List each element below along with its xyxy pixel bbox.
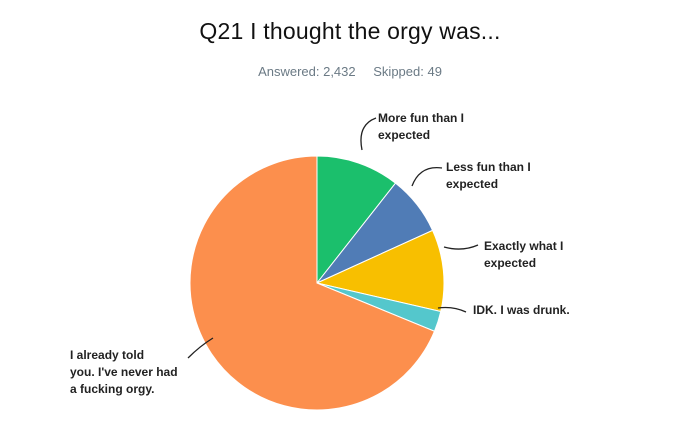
- slice-label-5: I already told you. I've never had a fucki…: [70, 348, 178, 396]
- pie-slice-5: [189, 155, 436, 411]
- leader-line-4: [437, 306, 467, 313]
- pie-slice-3: [315, 229, 445, 313]
- skipped-count: Skipped: 49: [373, 64, 442, 79]
- slice-label-4: IDK. I was drunk.: [473, 303, 570, 317]
- response-stats: Answered: 2,432 Skipped: 49: [0, 64, 700, 79]
- answered-count: Answered: 2,432: [258, 64, 356, 79]
- leader-line-1: [360, 117, 377, 151]
- pie-slice-1: [316, 155, 397, 285]
- leader-line-2: [411, 166, 443, 187]
- leader-line-5: [187, 337, 214, 359]
- chart-title: Q21 I thought the orgy was...: [199, 18, 501, 44]
- leader-line-3: [443, 244, 479, 250]
